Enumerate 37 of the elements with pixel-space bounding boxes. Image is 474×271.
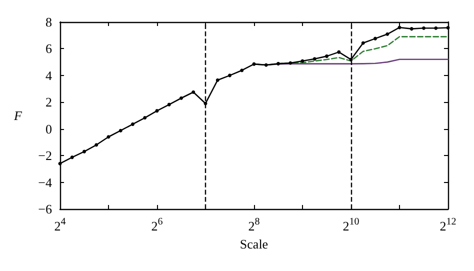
point: [82, 150, 86, 154]
point: [70, 156, 74, 160]
point: [325, 54, 328, 58]
y-axis-title: F: [13, 108, 24, 123]
x-axis-title: Scale: [240, 236, 268, 252]
point: [106, 135, 110, 139]
point: [155, 109, 159, 113]
point: [312, 57, 316, 61]
point: [264, 63, 268, 67]
point: [192, 90, 196, 94]
point: [276, 62, 280, 66]
point: [94, 143, 98, 147]
point: [288, 61, 292, 65]
point: [143, 116, 147, 120]
y-tick-label: 2: [46, 94, 52, 110]
y-tick-label: 6: [46, 41, 52, 56]
point: [180, 96, 183, 100]
point: [240, 68, 244, 72]
y-tick-label: −6: [38, 202, 52, 216]
point: [422, 26, 426, 30]
point: [130, 122, 134, 126]
point: [386, 32, 390, 36]
y-tick-label: −2: [38, 148, 52, 164]
y-tick-label: 4: [46, 68, 52, 83]
point: [374, 36, 377, 40]
y-tick-label: 8: [46, 14, 52, 30]
point: [434, 26, 438, 30]
point: [228, 74, 232, 78]
point: [216, 78, 220, 82]
point: [167, 102, 171, 106]
y-tick-label: 0: [46, 121, 52, 136]
point: [361, 41, 365, 45]
y-tick-label: −4: [38, 174, 52, 190]
point: [118, 128, 122, 132]
point: [410, 27, 414, 31]
point: [446, 26, 450, 30]
point: [337, 50, 341, 54]
